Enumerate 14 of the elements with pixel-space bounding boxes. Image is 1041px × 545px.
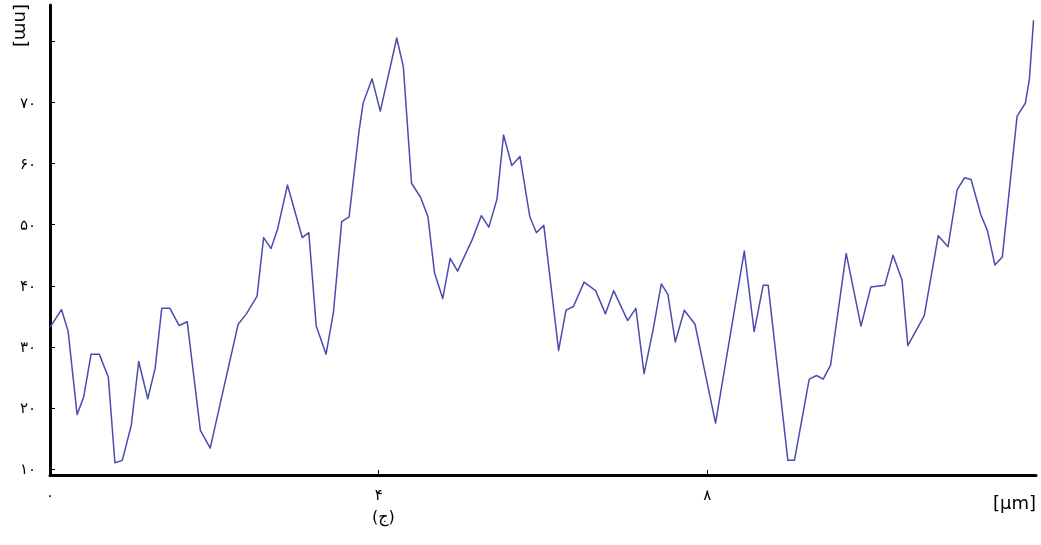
x-tick-label: ۸ (703, 485, 712, 504)
y-tick-label: ۲۰ (19, 398, 36, 417)
text: (ج) (372, 506, 395, 527)
y-tick-label: ۳۰ (19, 337, 36, 356)
x-tick-label: ۰ (45, 485, 55, 504)
y-axis-title: [nm] (10, 4, 32, 47)
y-tick-label: ۷۰ (19, 93, 36, 112)
line-series (49, 19, 1035, 464)
y-tick-label: ۶۰ (19, 154, 36, 173)
y-tick-label: ۴۰ (19, 276, 36, 295)
y-tick-label: ۵۰ (19, 215, 36, 234)
x-tick-label: ۴ (374, 485, 383, 504)
y-tick-label: ۱۰ (19, 459, 36, 478)
x-axis-title: [μm] (992, 491, 1036, 513)
